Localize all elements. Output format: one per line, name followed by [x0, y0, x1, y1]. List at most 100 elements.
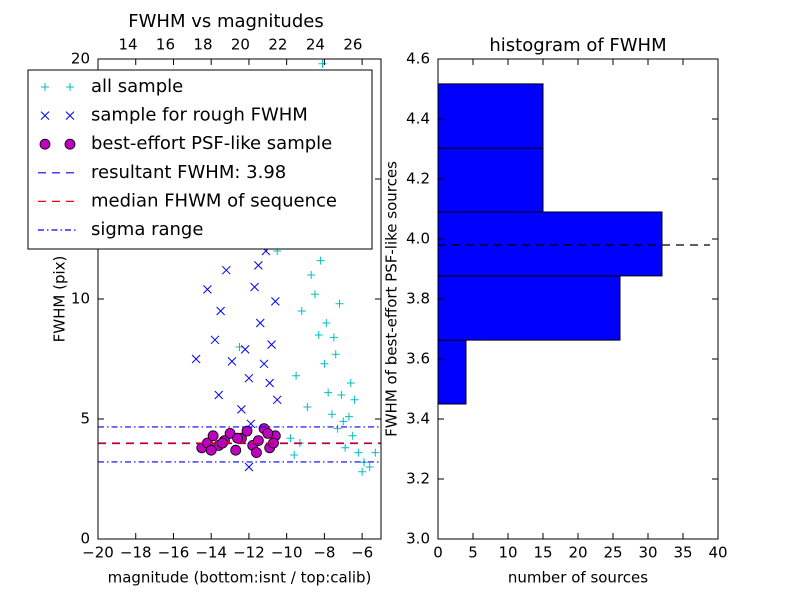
legend-label: sample for rough FWHM [91, 105, 308, 126]
plus-marker [324, 388, 333, 397]
top-tick-label: 14 [118, 36, 137, 54]
x-tick-label: −18 [120, 544, 152, 562]
plus-marker [331, 350, 340, 359]
circle-marker [232, 432, 244, 444]
bar [437, 147, 544, 213]
legend-box [27, 69, 373, 250]
plus-marker [41, 83, 49, 91]
x-tick-label: 15 [533, 544, 552, 562]
plus-marker [335, 299, 344, 308]
legend: all sample sample for rough FWHM best-effo… [27, 69, 373, 250]
x-marker [250, 282, 259, 292]
x-marker [216, 306, 225, 316]
y-tick-label: 3.0 [406, 530, 430, 548]
top-tick-label: 26 [343, 36, 362, 54]
x-marker [254, 261, 263, 270]
x-tick-label: −20 [82, 544, 114, 562]
x-tick-label: 5 [468, 544, 478, 562]
legend-label: best-effort PSF-like sample [91, 133, 332, 154]
bar [437, 83, 544, 149]
plus-marker [310, 290, 319, 299]
x-tick-label: 30 [638, 544, 657, 562]
x-marker [237, 405, 246, 414]
plus-marker [341, 443, 350, 452]
x-marker [255, 318, 265, 328]
chart-title: FWHM vs magnitudes [128, 11, 323, 32]
y-tick-label: 5 [80, 410, 90, 428]
plus-marker [320, 359, 329, 368]
plus-marker [354, 448, 363, 457]
x-marker [227, 357, 237, 366]
x-tick-label: 25 [603, 544, 622, 562]
x-marker [221, 265, 231, 275]
plus-marker [66, 83, 74, 91]
x-marker [270, 297, 280, 306]
legend-label: median FHWM of sequence [91, 190, 337, 211]
plus-marker [346, 379, 355, 387]
plus-marker [350, 395, 359, 404]
x-marker [210, 335, 220, 345]
x-marker [272, 395, 282, 405]
top-tick-label: 24 [306, 36, 325, 54]
y-tick-label: 4.6 [406, 50, 430, 68]
plus-marker [318, 59, 327, 68]
circle-marker [230, 444, 242, 456]
plus-marker [365, 463, 374, 471]
plus-marker [339, 417, 348, 426]
x-tick-label: 20 [568, 544, 587, 562]
x-marker [267, 340, 276, 349]
x-marker [65, 111, 75, 120]
bar [437, 339, 467, 405]
y-tick-label: 10 [71, 290, 90, 308]
x-tick-label: −14 [195, 544, 227, 562]
plus-marker [303, 403, 312, 411]
circle-marker [252, 435, 264, 447]
y-tick-label: 4.2 [406, 170, 430, 188]
x-marker [244, 373, 254, 383]
x-tick-label: 0 [433, 544, 443, 562]
plus-marker [337, 391, 346, 399]
plus-marker [314, 331, 323, 339]
x-marker [265, 378, 275, 388]
y-tick-label: 4.4 [406, 110, 430, 128]
x-tick-label: 10 [498, 544, 517, 562]
top-tick-label: 18 [193, 36, 212, 54]
y-tick-label: 20 [71, 50, 90, 68]
circle-marker [224, 427, 236, 439]
x-tick-label: −16 [158, 544, 190, 562]
y-tick-label: 3.4 [406, 410, 430, 428]
x-marker [214, 390, 224, 400]
plus-marker [297, 307, 306, 315]
y-tick-label: 4.0 [406, 230, 430, 248]
x-tick-label: −8 [313, 544, 335, 562]
x-marker [240, 345, 250, 354]
plus-marker [358, 467, 367, 476]
x-tick-label: −12 [233, 544, 265, 562]
legend-label: all sample [91, 76, 183, 97]
x-marker [203, 285, 212, 294]
x-axis-label: number of sources [508, 569, 648, 587]
x-marker [40, 111, 50, 120]
circle-marker [241, 425, 253, 437]
top-tick-label: 22 [268, 36, 287, 54]
x-marker [259, 359, 269, 369]
x-tick-label: −10 [271, 544, 303, 562]
plus-marker [371, 448, 380, 457]
y-tick-label: 3.6 [406, 350, 430, 368]
y-tick-label: 3.8 [406, 290, 430, 308]
plus-marker [344, 412, 353, 421]
plus-marker [290, 451, 299, 459]
x-marker [244, 462, 254, 472]
top-tick-label: 20 [231, 36, 250, 54]
circle-marker [251, 447, 262, 459]
circle-marker [64, 138, 76, 150]
plus-marker [316, 256, 325, 265]
y-axis-label: FWHM (pix) [51, 256, 69, 343]
x-tick-label: 35 [673, 544, 692, 562]
plus-marker [327, 410, 336, 419]
circle-marker [39, 138, 51, 150]
y-tick-label: 3.2 [406, 470, 430, 488]
legend-label: sigma range [91, 219, 203, 240]
plus-marker [348, 431, 357, 440]
